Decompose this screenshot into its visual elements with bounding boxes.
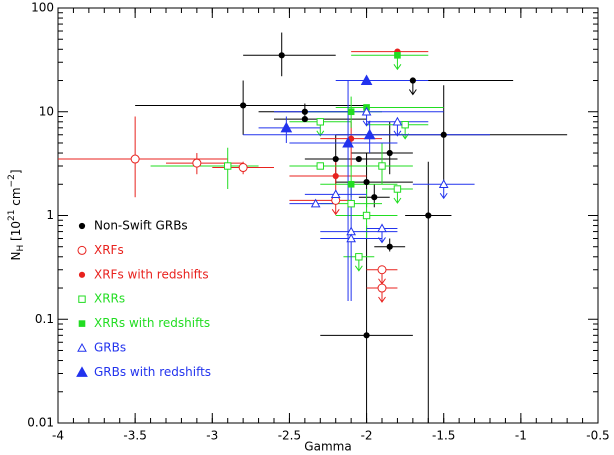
x-tick-label: -3.5 <box>123 429 146 443</box>
x-tick-label: -1 <box>515 429 527 443</box>
point <box>342 136 354 148</box>
y-tick-label: 10 <box>39 104 54 118</box>
point <box>363 178 370 186</box>
x-tick-label: -2.5 <box>278 429 301 443</box>
plot-frame <box>57 7 599 424</box>
x-tick-label: -2 <box>361 429 373 443</box>
point <box>316 162 324 170</box>
point <box>330 189 341 199</box>
point <box>401 121 409 129</box>
point <box>280 121 293 133</box>
y-label-part: cm <box>9 187 23 209</box>
point <box>310 198 321 208</box>
point <box>332 155 339 163</box>
point <box>316 118 324 126</box>
y-label-part: 21 <box>7 210 17 221</box>
point <box>240 102 247 109</box>
point <box>238 163 248 173</box>
point <box>377 265 387 275</box>
legend-label: XRRs <box>94 292 125 306</box>
legend-marker <box>78 295 86 303</box>
point <box>360 74 373 86</box>
point <box>440 131 447 138</box>
point <box>438 179 449 188</box>
point <box>378 162 386 170</box>
point <box>362 211 371 220</box>
point <box>361 106 372 116</box>
point <box>425 212 432 219</box>
legend-marker <box>77 245 87 255</box>
x-tick-label: -3 <box>206 429 218 443</box>
legend-marker <box>78 222 86 230</box>
x-axis-label: Gamma <box>304 440 351 454</box>
legend-marker <box>78 271 86 278</box>
point <box>409 77 416 84</box>
y-tick-label: 1 <box>46 208 54 222</box>
point <box>224 162 232 170</box>
point <box>278 52 285 59</box>
point <box>363 128 376 140</box>
y-label-part: −2 <box>7 174 17 187</box>
y-tick-label: 0.01 <box>27 416 54 430</box>
legend-label: XRFs <box>94 243 124 257</box>
legend-label: XRRs with redshifts <box>94 316 210 330</box>
legend-label: XRFs with redshifts <box>94 267 209 281</box>
point <box>386 149 393 157</box>
point <box>363 332 370 339</box>
point <box>392 116 403 126</box>
legend-marker <box>76 366 88 377</box>
y-label-part: H <box>16 245 26 252</box>
point <box>347 180 355 188</box>
point <box>346 233 356 243</box>
legend-marker <box>78 320 86 327</box>
y-label-part: N <box>9 252 23 261</box>
y-label-part: ] <box>9 169 23 174</box>
legend-label: Non-Swift GRBs <box>94 219 188 233</box>
point <box>377 223 387 233</box>
point <box>130 154 140 164</box>
point <box>192 158 202 168</box>
point <box>394 52 401 59</box>
point <box>386 243 393 250</box>
legend-label: GRBs with redshifts <box>94 365 211 379</box>
point <box>355 155 362 163</box>
point <box>371 194 378 201</box>
y-tick-label: 100 <box>31 1 54 15</box>
point <box>347 199 355 208</box>
legend-marker <box>77 342 87 352</box>
point <box>377 283 387 293</box>
point <box>355 253 363 261</box>
x-tick-label: -1.5 <box>432 429 455 443</box>
point <box>347 108 355 116</box>
point <box>393 185 402 193</box>
y-tick-label: 0.1 <box>35 312 54 326</box>
point <box>301 115 308 123</box>
legend-label: GRBs <box>94 341 126 355</box>
point <box>301 108 308 115</box>
y-axis-label: NH [1021 cm−2] <box>7 169 26 260</box>
point <box>332 172 339 180</box>
y-label-part: [10 <box>9 221 23 245</box>
x-tick-label: -4 <box>52 429 64 443</box>
x-tick-label: -0.5 <box>586 429 609 443</box>
